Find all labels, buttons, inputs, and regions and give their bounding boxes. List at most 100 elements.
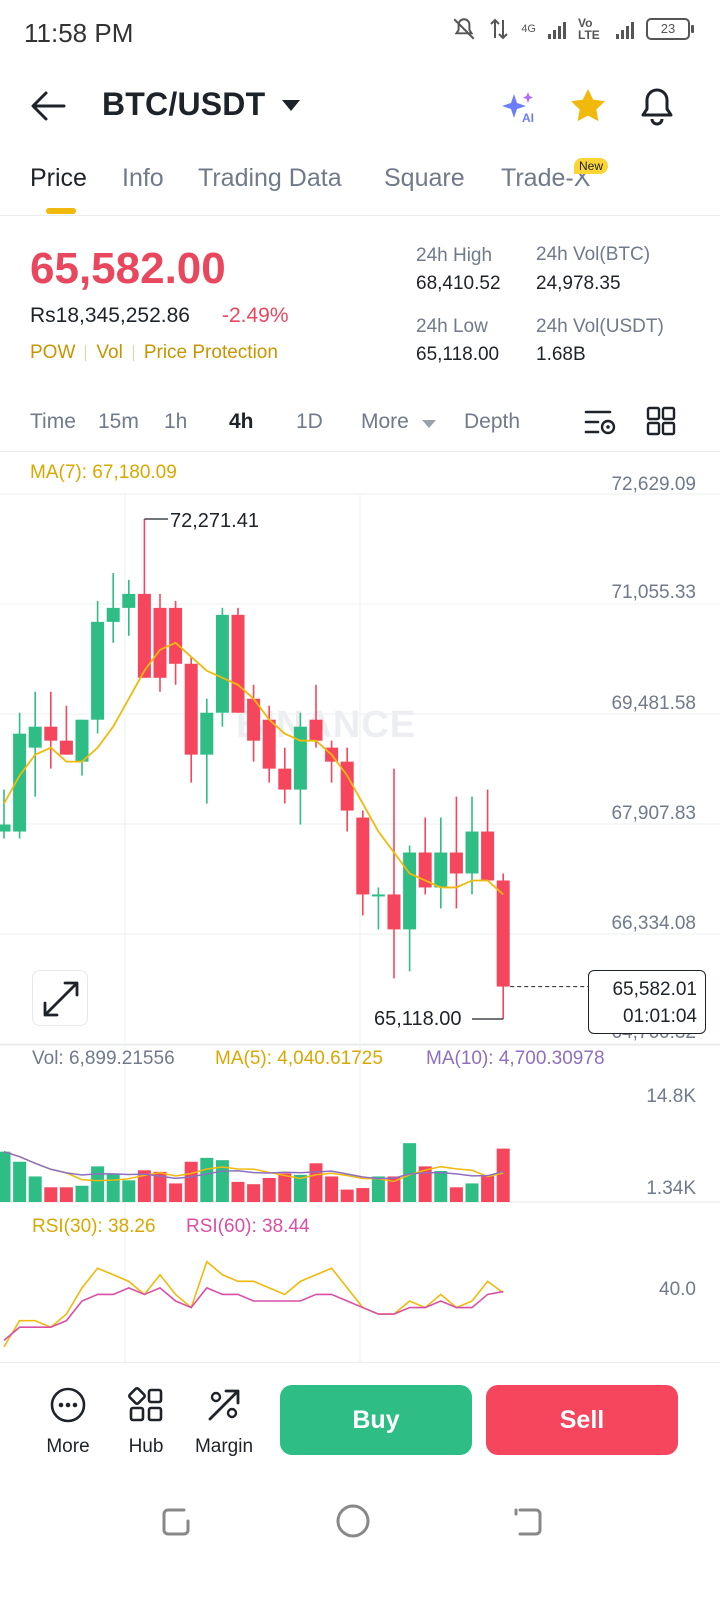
- expand-icon: [43, 981, 79, 1017]
- recent-apps-icon[interactable]: [158, 1504, 194, 1540]
- vol-btc-value: 24,978.35: [536, 273, 621, 294]
- status-icons: 4G Vo LTE 23: [451, 16, 694, 42]
- candle-body: [278, 768, 292, 790]
- more-dropdown-icon[interactable]: [422, 420, 436, 428]
- vol-btc-label: 24h Vol(BTC): [536, 244, 651, 265]
- vol-usdt-label: 24h Vol(USDT): [536, 316, 664, 337]
- volume-bar: [481, 1174, 495, 1202]
- interval-more[interactable]: More: [361, 410, 409, 433]
- candle-body: [122, 593, 136, 608]
- chart-settings-icon[interactable]: [584, 408, 618, 438]
- vol-usdt-value: 1.68B: [536, 344, 586, 365]
- volume-bar: [418, 1166, 432, 1202]
- status-bar: 11:58 PM 4G Vo LTE 23: [0, 0, 720, 66]
- price-axis-label: 71,055.33: [611, 582, 696, 603]
- back-nav-icon[interactable]: [510, 1504, 546, 1540]
- candle-body: [340, 761, 354, 811]
- rsi30-legend: RSI(30): 38.26: [32, 1216, 156, 1237]
- volume-bar: [13, 1161, 27, 1202]
- bell-icon[interactable]: [638, 86, 676, 126]
- candle-body: [13, 733, 27, 832]
- volume-bar: [153, 1171, 167, 1202]
- interval-depth[interactable]: Depth: [464, 410, 521, 433]
- volume-bar: [137, 1170, 151, 1202]
- chevron-down-icon[interactable]: [282, 100, 300, 111]
- ma7-line: [3, 641, 504, 896]
- hub-button[interactable]: Hub: [106, 1385, 186, 1458]
- candle-body: [403, 852, 417, 930]
- volume-bar: [0, 1151, 11, 1202]
- candle-body: [215, 614, 229, 713]
- interval-4h[interactable]: 4h: [229, 410, 254, 433]
- pair-title[interactable]: BTC/USDT: [102, 86, 266, 122]
- tab-trading-data[interactable]: Trading Data: [198, 164, 342, 192]
- back-arrow-icon[interactable]: [28, 88, 68, 124]
- candle-body: [262, 719, 276, 769]
- sell-button[interactable]: Sell: [486, 1385, 678, 1455]
- volume-bar: [340, 1189, 354, 1202]
- volume-ma5-legend: MA(5): 4,040.61725: [215, 1048, 383, 1069]
- candle-body: [231, 614, 245, 713]
- candle-body: [434, 852, 448, 888]
- candle-body: [59, 740, 73, 755]
- interval-1d[interactable]: 1D: [296, 410, 323, 433]
- candle-body: [137, 593, 151, 678]
- fullscreen-button[interactable]: [32, 970, 88, 1026]
- volume-bar: [169, 1183, 183, 1202]
- margin-button[interactable]: Margin: [184, 1385, 264, 1458]
- volume-bar: [356, 1188, 370, 1202]
- tag-price-protection[interactable]: Price Protection: [143, 342, 278, 363]
- home-icon[interactable]: [334, 1502, 372, 1540]
- volume-bar: [309, 1163, 323, 1202]
- layout-grid-icon[interactable]: [646, 406, 676, 436]
- volume-bar: [91, 1166, 105, 1202]
- candlestick-chart[interactable]: [0, 452, 720, 1362]
- high-24h-value: 68,410.52: [416, 273, 501, 294]
- volume-bar: [106, 1174, 120, 1202]
- candle-body: [75, 719, 89, 762]
- volume-bar: [200, 1157, 214, 1202]
- candle-body: [465, 831, 479, 874]
- candle-body: [496, 880, 510, 987]
- tab-price[interactable]: Price: [30, 164, 87, 192]
- status-time: 11:58 PM: [24, 18, 134, 48]
- ai-sparkle-icon[interactable]: AI: [500, 88, 540, 128]
- high-price-marker: 72,271.41: [170, 510, 259, 532]
- rsi60-legend: RSI(60): 38.44: [186, 1216, 310, 1237]
- hub-icon: [128, 1387, 163, 1422]
- price-axis-label: 66,334.08: [611, 913, 696, 934]
- buy-button[interactable]: Buy: [280, 1385, 472, 1455]
- tag-pow[interactable]: POW: [30, 342, 76, 363]
- battery-icon: 23: [646, 18, 694, 40]
- more-dots-icon: [50, 1387, 86, 1423]
- volume-bar: [75, 1185, 89, 1202]
- interval-15m[interactable]: 15m: [98, 410, 139, 433]
- last-price: 65,582.00: [30, 244, 226, 293]
- favorite-star-icon[interactable]: [568, 86, 608, 126]
- candle-body: [371, 894, 385, 897]
- tag-divider: [132, 345, 134, 361]
- rsi-axis-label: 40.0: [659, 1279, 696, 1300]
- tab-info[interactable]: Info: [122, 164, 164, 192]
- candle-body: [28, 726, 42, 748]
- volume-bar: [59, 1187, 73, 1202]
- volume-bar: [184, 1161, 198, 1202]
- chart-area[interactable]: BINANCE MA(7): 67,180.09 72,629.09 71,05…: [0, 452, 720, 1362]
- interval-1h[interactable]: 1h: [164, 410, 188, 433]
- more-label: More: [46, 1436, 90, 1457]
- rsi60-line: [3, 1286, 504, 1341]
- header: BTC/USDT AI: [0, 70, 720, 142]
- system-nav-bar: [0, 1480, 720, 1600]
- candle-body: [481, 831, 495, 881]
- tag-vol[interactable]: Vol: [96, 342, 123, 363]
- tab-square[interactable]: Square: [384, 164, 465, 192]
- signal-icon: [548, 19, 566, 39]
- volume-ma10-line: [3, 1150, 504, 1180]
- candle-body: [387, 894, 401, 930]
- price-change-percent: -2.49%: [222, 304, 289, 327]
- interval-time[interactable]: Time: [30, 410, 76, 433]
- price-axis-label: 69,481.58: [611, 693, 696, 714]
- fiat-price: Rs18,345,252.86: [30, 304, 190, 327]
- more-button[interactable]: More: [28, 1385, 108, 1458]
- low-24h-label: 24h Low: [416, 316, 488, 337]
